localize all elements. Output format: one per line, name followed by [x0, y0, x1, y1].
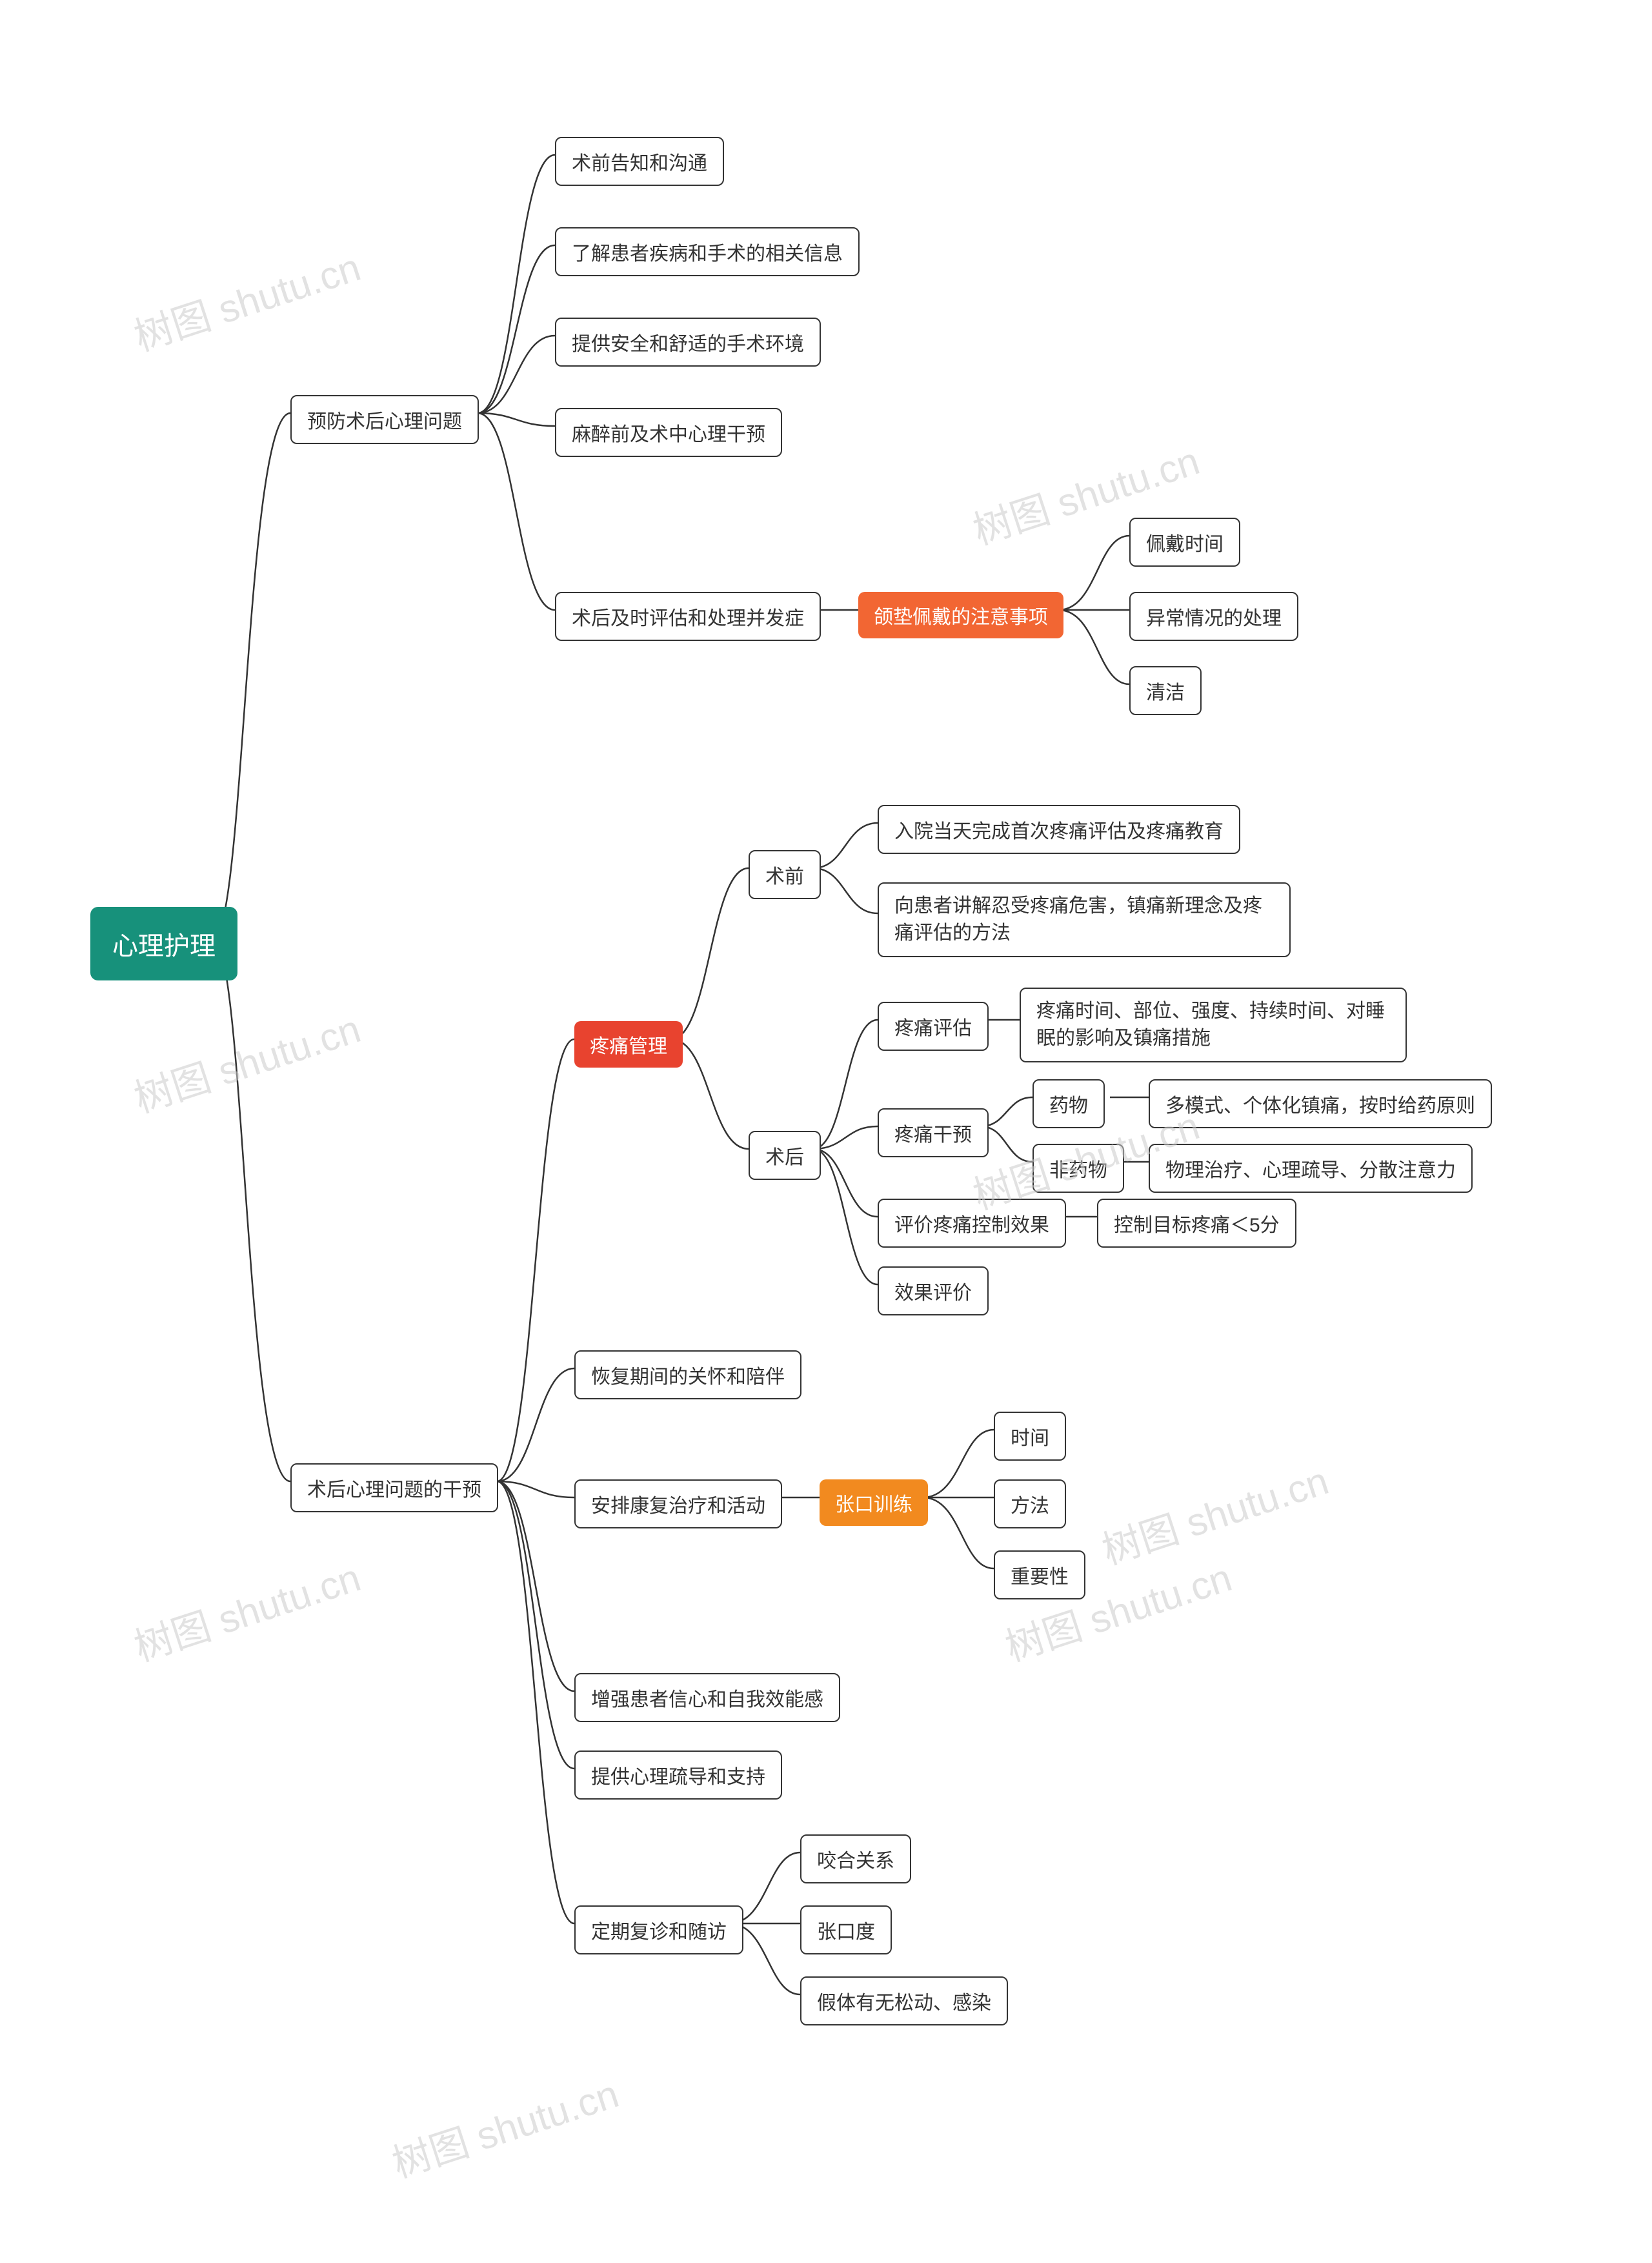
- leaf-occlusion: 咬合关系: [800, 1834, 911, 1883]
- leaf-implant: 假体有无松动、感染: [800, 1976, 1008, 2025]
- leaf-effect: 效果评价: [878, 1266, 989, 1315]
- leaf-recovery-care: 恢复期间的关怀和陪伴: [574, 1350, 801, 1399]
- watermark: 树图 shutu.cn: [126, 236, 367, 362]
- leaf-b1c3: 提供安全和舒适的手术环境: [555, 318, 821, 367]
- leaf-pain-intervene: 疼痛干预: [878, 1108, 989, 1157]
- leaf-pain-eval: 评价疼痛控制效果: [878, 1199, 1066, 1248]
- node-jaw-pad: 颌垫佩戴的注意事项: [858, 592, 1063, 638]
- leaf-med: 药物: [1032, 1079, 1105, 1128]
- leaf-b1c4: 麻醉前及术中心理干预: [555, 408, 782, 457]
- node-pain-mgmt: 疼痛管理: [574, 1021, 683, 1068]
- branch-intervention: 术后心理问题的干预: [290, 1463, 498, 1512]
- leaf-nonmed-detail: 物理治疗、心理疏导、分散注意力: [1149, 1144, 1473, 1193]
- watermark: 树图 shutu.cn: [126, 1547, 367, 1672]
- leaf-pain-assess: 疼痛评估: [878, 1002, 989, 1051]
- leaf-time: 时间: [994, 1412, 1066, 1461]
- leaf-followup: 定期复诊和随访: [574, 1905, 743, 1954]
- leaf-abnormal: 异常情况的处理: [1129, 592, 1298, 641]
- leaf-preop-1: 入院当天完成首次疼痛评估及疼痛教育: [878, 805, 1240, 854]
- leaf-clean: 清洁: [1129, 666, 1202, 715]
- leaf-wear-time: 佩戴时间: [1129, 518, 1240, 567]
- leaf-method: 方法: [994, 1479, 1066, 1528]
- leaf-med-detail: 多模式、个体化镇痛，按时给药原则: [1149, 1079, 1492, 1128]
- leaf-support: 提供心理疏导和支持: [574, 1751, 782, 1800]
- node-mouth-open: 张口训练: [820, 1479, 928, 1526]
- watermark: 树图 shutu.cn: [126, 998, 367, 1124]
- leaf-b1c5: 术后及时评估和处理并发症: [555, 592, 821, 641]
- watermark: 树图 shutu.cn: [1094, 1450, 1335, 1576]
- leaf-rehab: 安排康复治疗和活动: [574, 1479, 782, 1528]
- leaf-nonmed: 非药物: [1032, 1144, 1124, 1193]
- leaf-pain-eval-detail: 控制目标疼痛＜5分: [1097, 1199, 1296, 1248]
- leaf-preop-2: 向患者讲解忍受疼痛危害，镇痛新理念及疼痛评估的方法: [878, 882, 1291, 957]
- leaf-b1c1: 术前告知和沟通: [555, 137, 724, 186]
- branch-prevention: 预防术后心理问题: [290, 395, 479, 444]
- leaf-b1c2: 了解患者疾病和手术的相关信息: [555, 227, 860, 276]
- watermark: 树图 shutu.cn: [384, 2063, 625, 2189]
- leaf-mouth-degree: 张口度: [800, 1905, 892, 1954]
- node-preop: 术前: [749, 850, 821, 899]
- root-node: 心理护理: [90, 907, 237, 980]
- node-postop: 术后: [749, 1131, 821, 1180]
- leaf-confidence: 增强患者信心和自我效能感: [574, 1673, 840, 1722]
- leaf-pain-assess-detail: 疼痛时间、部位、强度、持续时间、对睡眠的影响及镇痛措施: [1020, 988, 1407, 1062]
- leaf-importance: 重要性: [994, 1550, 1085, 1599]
